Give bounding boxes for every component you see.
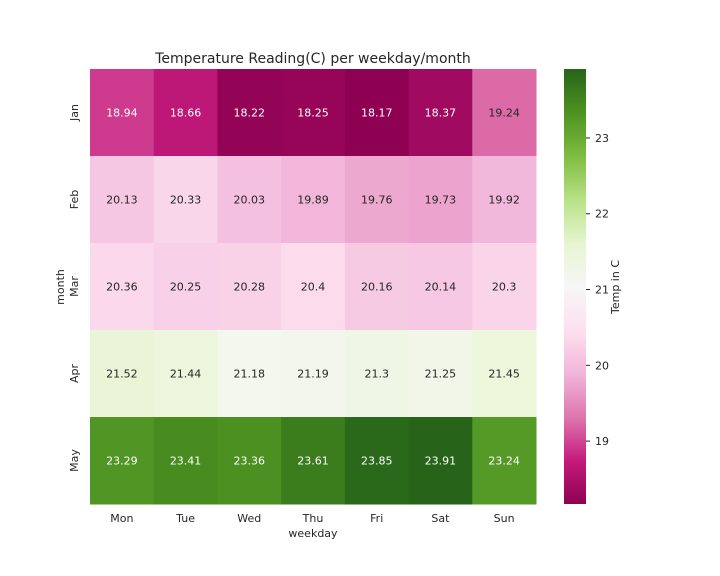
chart-title: Temperature Reading(C) per weekday/month [154,51,471,67]
cell-value-label: 20.25 [170,281,202,294]
heatmap-cell [408,330,473,418]
x-tick-label: Fri [370,512,383,525]
cell-value-label: 23.91 [425,455,457,468]
cell-value-label: 23.41 [170,455,202,468]
cell-value-label: 18.66 [170,107,202,120]
x-tick-label: Thu [302,512,324,525]
cell-value-label: 23.24 [488,455,520,468]
heatmap-cell [217,243,282,331]
heatmap-cell [281,330,346,418]
cell-value-label: 21.25 [425,368,457,381]
heatmap-cell [344,417,410,505]
heatmap-cell [217,69,282,157]
colorbar-tick-label: 20 [595,359,609,372]
x-tick-labels: Mon Tue Wed Thu Fri Sat Sun [110,512,514,525]
cell-value-label: 18.94 [106,107,138,120]
y-tick-label: Jan [68,104,81,122]
x-tick-label: Tue [175,512,195,525]
cell-value-label: 19.73 [425,194,457,207]
cell-value-label: 18.17 [361,107,393,120]
y-tick-label: Apr [68,364,81,384]
heatmap-cell [472,330,537,418]
heatmap-cell [472,69,537,157]
cell-value-label: 19.76 [361,194,393,207]
heatmap-cell [344,156,410,244]
cell-value-label: 21.3 [364,368,389,381]
cell-value-label: 20.28 [234,281,266,294]
cell-value-label: 20.14 [425,281,457,294]
heatmap-cell [281,417,346,505]
heatmap-cell [281,243,346,331]
heatmap-cell [217,417,282,505]
cell-value-label: 21.19 [297,368,329,381]
cell-value-label: 20.36 [106,281,138,294]
x-tick-label: Sat [431,512,450,525]
cell-value-label: 23.29 [106,455,138,468]
cell-value-label: 18.22 [234,107,266,120]
heatmap-cell [90,69,155,157]
cell-value-label: 20.16 [361,281,393,294]
heatmap-cell [281,69,346,157]
cell-value-label: 21.18 [234,368,266,381]
heatmap-cell [472,156,537,244]
heatmap-cell [153,417,218,505]
heatmap-cell [153,156,218,244]
heatmap-cell [344,330,410,418]
heatmap-cell [90,156,155,244]
y-tick-labels: Jan Feb Mar Apr May [68,104,81,472]
heatmap-cell [408,156,473,244]
heatmap-cell [90,243,155,331]
cell-value-label: 20.13 [106,194,138,207]
colorbar-gradient [564,69,586,504]
y-tick-label: Mar [68,276,81,297]
colorbar-tick-label: 22 [595,208,609,221]
heatmap-cell [408,69,473,157]
x-tick-label: Wed [237,512,261,525]
cell-value-label: 21.45 [488,368,520,381]
x-axis-label: weekday [288,527,338,540]
cell-value-label: 20.33 [170,194,202,207]
heatmap-cell [408,417,473,505]
colorbar-tick-label: 21 [595,284,609,297]
heatmap-cell [217,156,282,244]
cell-value-label: 19.24 [488,107,520,120]
heatmap-cell [153,69,218,157]
cell-value-label: 20.4 [301,281,326,294]
colorbar-tick-label: 19 [595,435,609,448]
heatmap-cell [408,243,473,331]
colorbar: 19 20 21 22 23 [564,69,609,504]
cell-value-label: 20.03 [234,194,266,207]
heatmap-cells: 18.94 18.66 18.22 18.25 18.17 18.37 19.24 20.13… [90,69,537,505]
cell-value-label: 19.92 [488,194,520,207]
colorbar-tick-label: 23 [595,132,609,145]
cell-value-label: 23.85 [361,455,393,468]
y-tick-label: Feb [68,190,81,209]
cell-value-label: 18.37 [425,107,457,120]
heatmap-cell [344,69,410,157]
cell-value-label: 21.52 [106,368,138,381]
cell-value-label: 20.3 [492,281,517,294]
heatmap-cell [344,243,410,331]
cell-value-label: 23.61 [297,455,329,468]
heatmap-cell [217,330,282,418]
cell-value-label: 21.44 [170,368,202,381]
heatmap-cell [472,243,537,331]
x-tick-label: Mon [110,512,133,525]
heatmap-cell [90,417,155,505]
x-tick-label: Sun [494,512,515,525]
colorbar-label: Temp in C [609,260,622,315]
heatmap-cell [153,330,218,418]
cell-value-label: 19.89 [297,194,329,207]
cell-value-label: 23.36 [234,455,266,468]
heatmap-cell [472,417,537,505]
y-axis-label: month [54,269,67,305]
cell-value-label: 18.25 [297,107,329,120]
heatmap-cell [153,243,218,331]
heatmap-cell [281,156,346,244]
heatmap-cell [90,330,155,418]
y-tick-label: May [68,449,81,472]
